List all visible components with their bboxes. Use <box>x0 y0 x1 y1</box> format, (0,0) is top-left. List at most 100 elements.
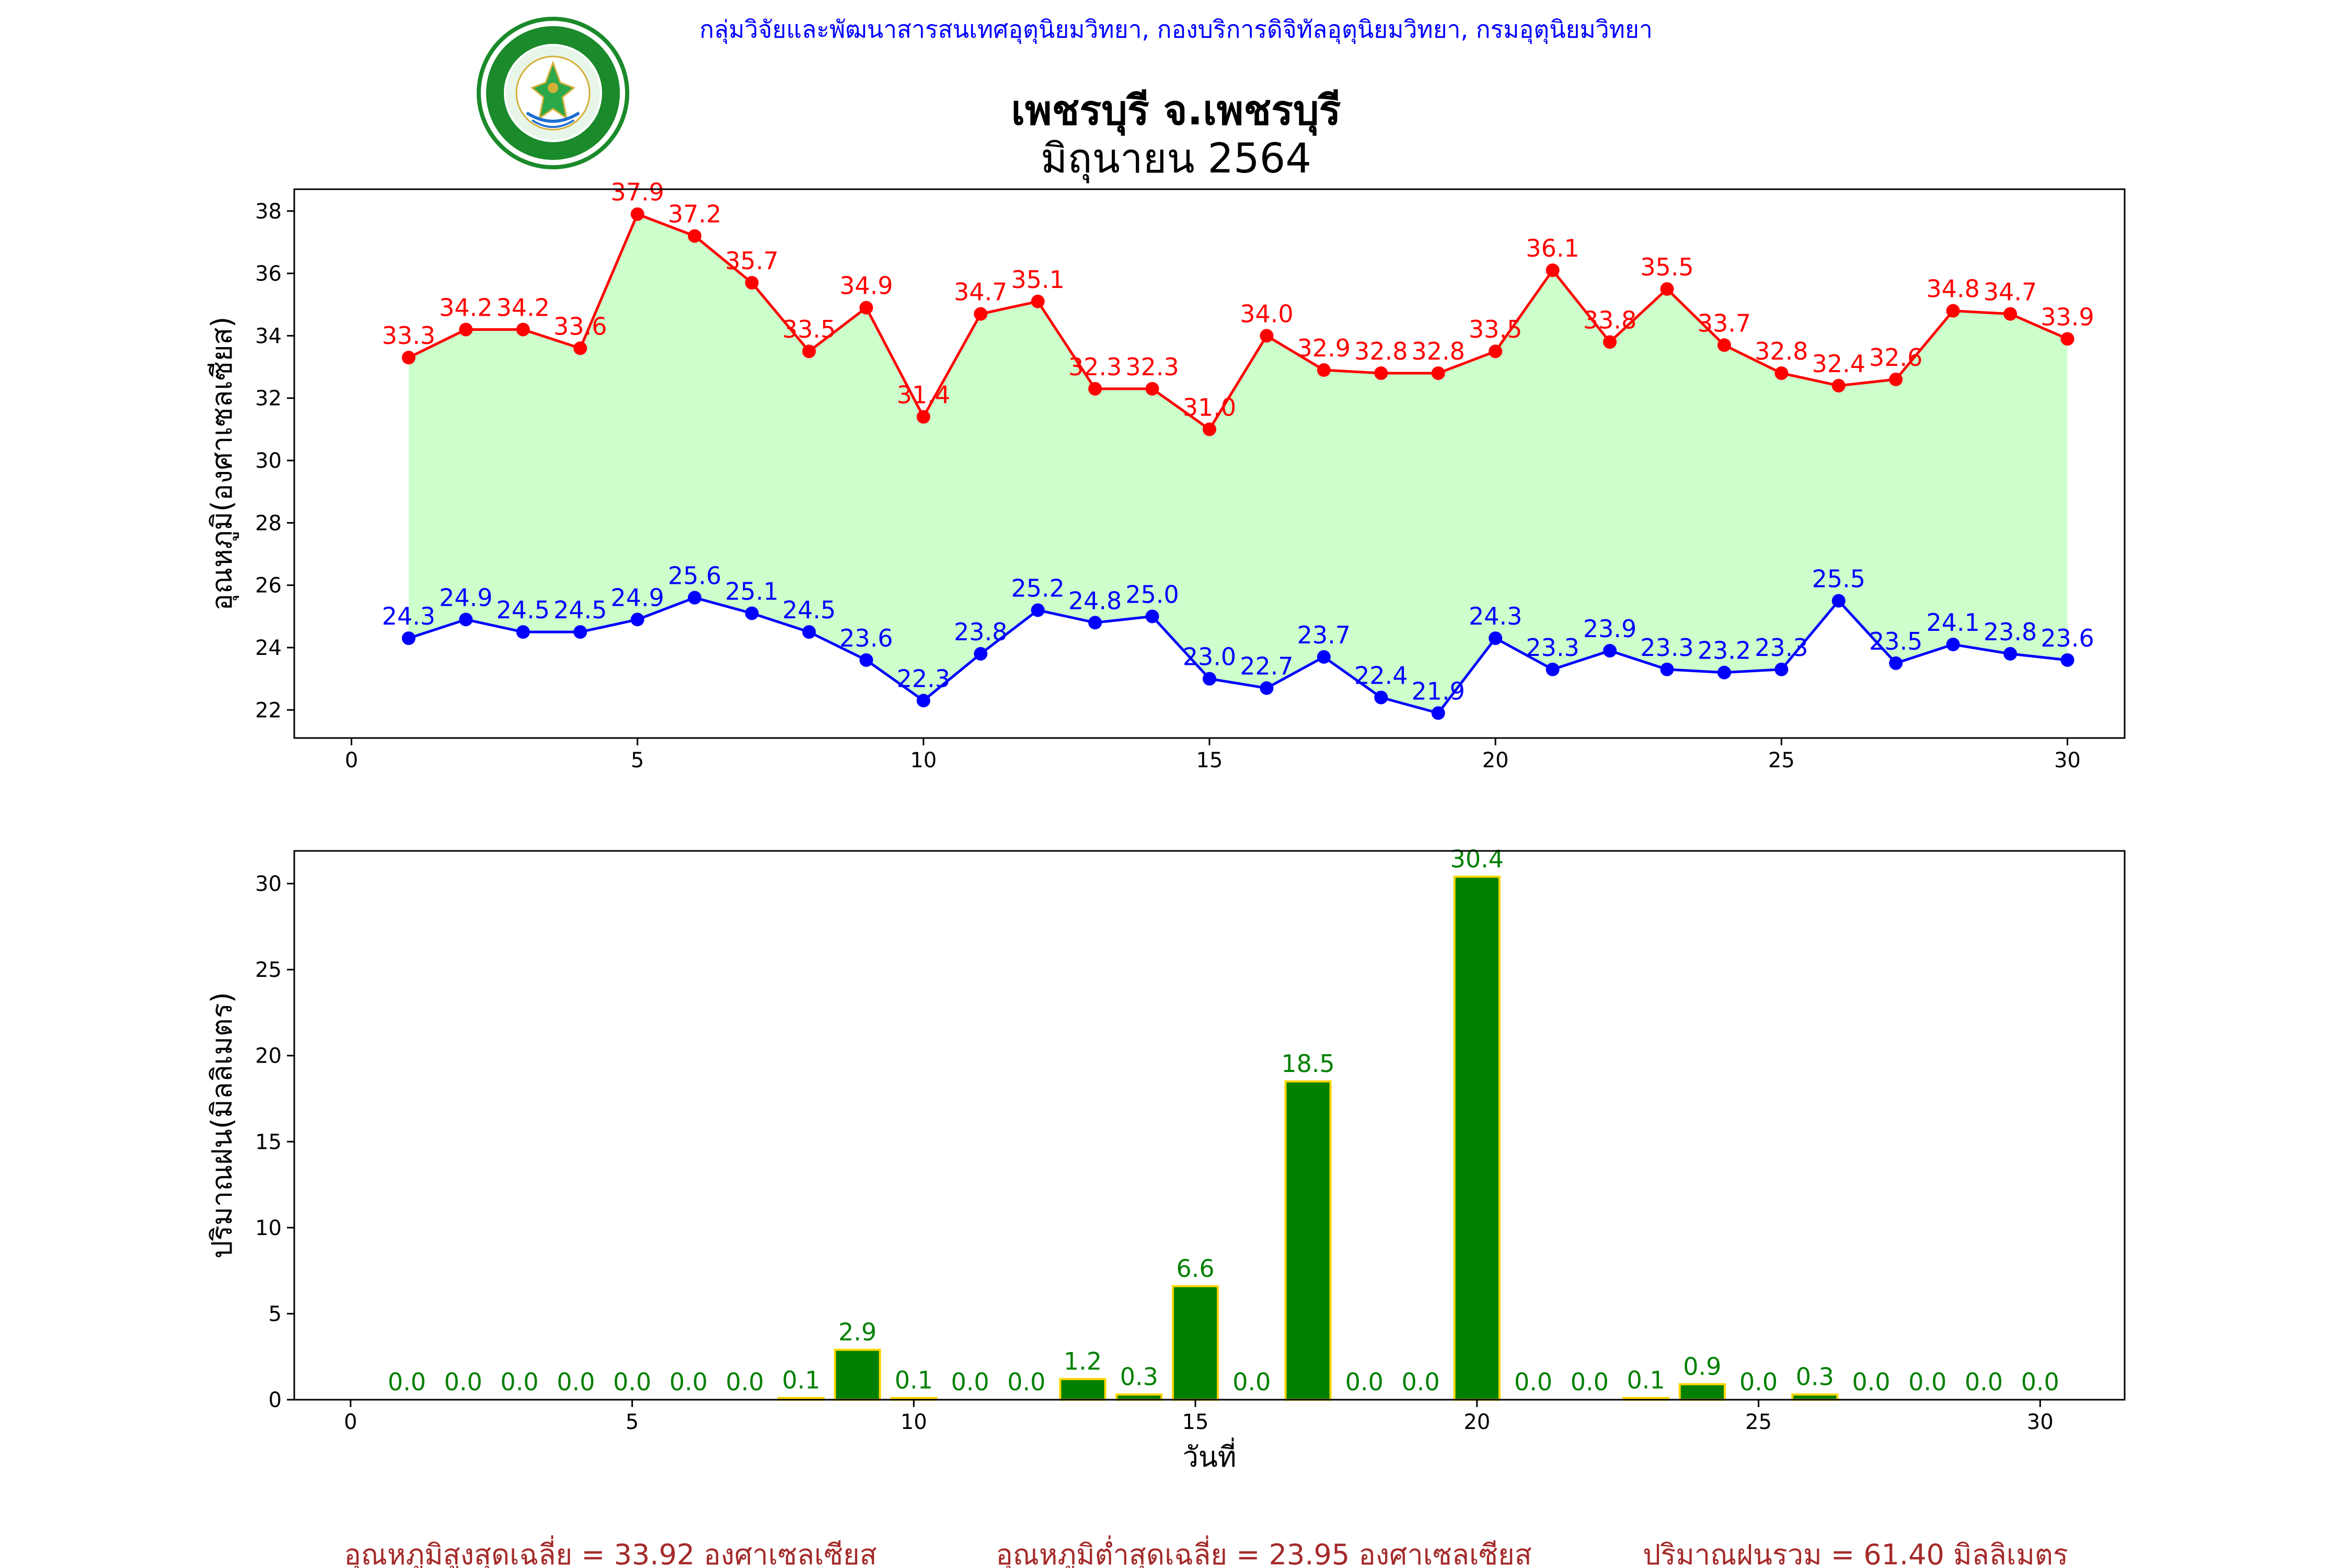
min-temp-point <box>1660 662 1674 676</box>
max-temp-point <box>1431 366 1445 380</box>
footer-avg-min: อุณหภูมิต่ำสุดเฉลี่ย = 23.95 องศาเซลเซีย… <box>996 1535 1531 1568</box>
max-temp-point <box>1145 382 1159 396</box>
min-temp-point <box>1889 656 1903 670</box>
min-temp-value-label: 24.5 <box>497 596 550 624</box>
rain-value-label: 0.0 <box>951 1368 989 1396</box>
min-temp-value-label: 24.5 <box>554 596 607 624</box>
max-temp-point <box>1088 382 1102 396</box>
max-temp-point <box>1660 282 1674 296</box>
min-temp-point <box>401 631 416 645</box>
max-temp-point <box>1203 422 1216 436</box>
max-temp-point <box>573 341 587 355</box>
min-temp-value-label: 23.3 <box>1526 633 1579 662</box>
rainfall-ytick-label: 5 <box>269 1302 282 1326</box>
rain-value-label: 0.3 <box>1120 1363 1158 1391</box>
min-temp-point <box>916 694 930 708</box>
temperature-xtick-label: 30 <box>2054 748 2081 773</box>
rain-value-label: 0.0 <box>388 1368 426 1396</box>
rain-value-label: 0.3 <box>1796 1363 1834 1391</box>
min-temp-line <box>408 596 2068 715</box>
max-temp-point <box>916 410 930 424</box>
min-temp-value-label: 23.8 <box>954 618 1007 646</box>
min-temp-value-label: 23.3 <box>1640 633 1693 662</box>
min-temp-value-label: 23.3 <box>1755 633 1808 662</box>
temperature-xtick-label: 15 <box>1196 748 1223 773</box>
rain-value-label: 0.0 <box>557 1368 595 1396</box>
max-temp-value-label: 34.9 <box>839 272 893 300</box>
rain-value-label: 0.0 <box>1232 1368 1271 1396</box>
min-temp-point <box>1489 631 1503 645</box>
rainfall-ytick-label: 10 <box>255 1216 282 1240</box>
min-temp-value-label: 23.8 <box>1984 618 2037 646</box>
max-temp-value-label: 32.3 <box>1125 353 1179 381</box>
rain-value-label: 0.9 <box>1683 1352 1721 1380</box>
min-temp-point <box>1946 638 1960 652</box>
temperature-ytick-label: 30 <box>255 449 282 473</box>
min-temp-value-label: 21.9 <box>1412 677 1465 705</box>
rain-value-label: 0.0 <box>500 1368 538 1396</box>
min-temp-value-label: 25.2 <box>1011 574 1064 602</box>
meteorological-department-logo <box>477 17 629 169</box>
footer-total-rain: ปริมาณฝนรวม = 61.40 มิลลิเมตร <box>1643 1538 2068 1568</box>
max-temp-value-label: 34.2 <box>439 293 492 321</box>
max-temp-point <box>974 307 988 321</box>
max-temp-point <box>1489 344 1503 359</box>
min-temp-value-label: 24.9 <box>610 583 664 612</box>
min-temp-point <box>1431 706 1445 720</box>
min-temp-point <box>1317 650 1331 664</box>
max-temp-point <box>401 351 416 365</box>
rain-bar <box>1678 1383 1726 1401</box>
rainfall-frame <box>293 850 2126 1401</box>
temperature-xtick-label: 20 <box>1482 748 1509 773</box>
max-temp-value-label: 34.7 <box>954 278 1007 306</box>
rain-value-label: 6.6 <box>1176 1254 1214 1283</box>
rain-value-label: 1.2 <box>1064 1347 1102 1376</box>
max-temp-point <box>1260 329 1274 343</box>
rain-value-label: 0.0 <box>1739 1368 1778 1396</box>
min-temp-point <box>688 591 702 605</box>
max-temp-value-label: 35.7 <box>725 247 778 275</box>
max-temp-point <box>1317 363 1331 377</box>
min-temp-point <box>459 613 473 627</box>
min-temp-value-label: 22.7 <box>1240 652 1293 681</box>
rain-value-label: 0.0 <box>670 1368 708 1396</box>
max-temp-value-label: 32.8 <box>1412 337 1465 365</box>
rain-bar <box>1059 1378 1106 1401</box>
temperature-ytick-label: 38 <box>255 200 282 224</box>
temperature-xtick-label: 25 <box>1768 748 1795 773</box>
min-temp-point <box>974 647 988 661</box>
max-temp-value-label: 37.2 <box>668 200 721 228</box>
temperature-ylabel: อุณหภูมิ(องศาเซลเซียส) <box>205 317 239 611</box>
chart-title-line2: มิถุนายน 2564 <box>1041 135 1311 183</box>
temperature-panel: 33.334.2 34.233.637.937.235.733.534.931.4… <box>205 178 2126 773</box>
temperature-fill-between <box>408 214 2068 713</box>
min-temp-point <box>630 613 644 627</box>
rain-value-label: 0.1 <box>1627 1366 1665 1394</box>
rain-bar <box>1453 875 1501 1401</box>
max-temp-value-label: 32.8 <box>1755 337 1808 365</box>
temperature-ytick-label: 34 <box>255 324 282 348</box>
max-temp-value-label: 32.3 <box>1068 353 1122 381</box>
min-temp-value-label: 25.5 <box>1812 565 1865 593</box>
temperature-ytick-label: 28 <box>255 511 282 535</box>
max-temp-point <box>459 322 473 337</box>
rainfall-xtick-label: 0 <box>344 1410 357 1434</box>
max-temp-point <box>1717 338 1731 352</box>
max-temp-value-label: 34.7 <box>1984 278 2037 306</box>
rainfall-ytick-label: 25 <box>255 958 282 982</box>
rain-value-label: 0.0 <box>1852 1368 1890 1396</box>
min-temp-value-label: 23.9 <box>1583 615 1636 643</box>
max-temp-value-label: 34.2 <box>497 293 550 321</box>
rainfall-ytick-label: 15 <box>255 1130 282 1154</box>
max-temp-value-label: 32.6 <box>1869 343 1922 372</box>
max-temp-value-label: 33.9 <box>2040 303 2094 331</box>
rain-value-label: 0.0 <box>1514 1368 1552 1396</box>
min-temp-point <box>1374 690 1388 705</box>
min-temp-point <box>516 625 530 639</box>
min-temp-value-label: 24.1 <box>1926 608 1979 637</box>
temperature-ytick-label: 32 <box>255 387 282 411</box>
footer-avg-max: อุณหภูมิสูงสุดเฉลี่ย = 33.92 องศาเซลเซีย… <box>344 1535 877 1568</box>
rain-value-label: 0.1 <box>782 1366 820 1394</box>
max-temp-value-label: 34.0 <box>1240 299 1293 328</box>
max-temp-point <box>1603 335 1617 349</box>
